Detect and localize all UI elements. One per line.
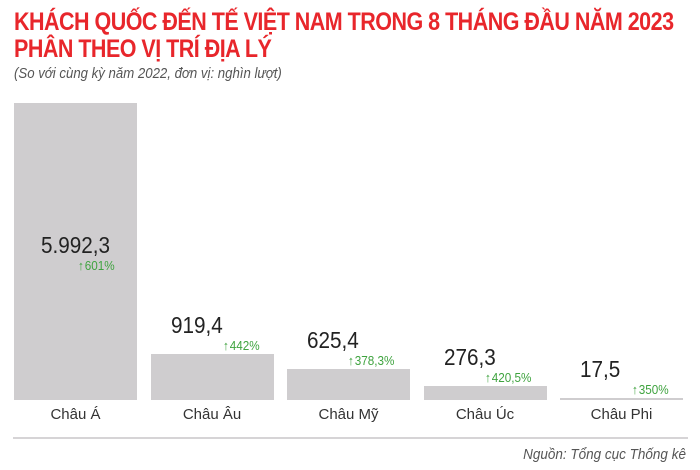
growth-label: ↑601% [78, 258, 115, 273]
bar-4 [560, 398, 683, 400]
growth-label: ↑350% [632, 382, 669, 397]
arrow-up-icon: ↑ [632, 382, 639, 397]
category-label: Châu Úc [455, 406, 515, 423]
growth-label: ↑442% [223, 338, 260, 353]
arrow-up-icon: ↑ [222, 338, 229, 353]
chart-subtitle: (So với cùng kỳ năm 2022, đơn vị: nghìn … [14, 65, 282, 82]
arrow-up-icon: ↑ [484, 370, 491, 385]
arrow-up-icon: ↑ [78, 258, 85, 273]
bar-2 [287, 369, 410, 400]
bar-0 [14, 103, 137, 400]
footer-divider [13, 437, 688, 439]
category-label: Châu Mỹ [318, 406, 379, 423]
category-label: Châu Phi [590, 406, 653, 423]
growth-percent: 378,3% [355, 353, 395, 368]
growth-percent: 420,5% [491, 370, 532, 385]
bar-1 [150, 354, 274, 400]
chart-title-line-2: PHÂN THEO VỊ TRÍ ĐỊA LÝ [14, 35, 272, 63]
bar-3 [423, 386, 547, 400]
growth-label: ↑420,5% [485, 370, 531, 385]
bar-value-label: 17,5 [580, 356, 621, 382]
category-label: Châu Âu [182, 406, 242, 423]
source-note: Nguồn: Tổng cục Thống kê [523, 446, 686, 463]
growth-percent: 442% [229, 338, 260, 353]
growth-percent: 350% [639, 382, 669, 397]
chart-title-line-1: KHÁCH QUỐC ĐẾN TẾ VIỆT NAM TRONG 8 THÁNG… [14, 8, 674, 36]
bar-value-label: 276,3 [443, 344, 496, 370]
category-label: Châu Á [50, 406, 101, 423]
bar-value-label: 5.992,3 [41, 232, 111, 258]
bar-value-label: 625,4 [307, 327, 359, 353]
growth-percent: 601% [85, 258, 115, 273]
arrow-up-icon: ↑ [348, 353, 355, 368]
growth-label: ↑378,3% [348, 353, 394, 368]
bar-value-label: 919,4 [170, 312, 223, 338]
